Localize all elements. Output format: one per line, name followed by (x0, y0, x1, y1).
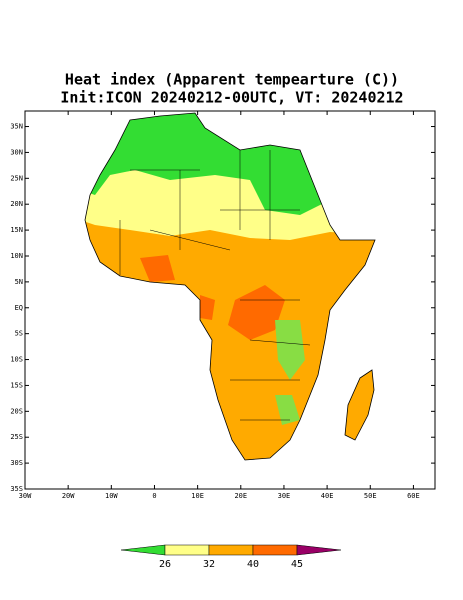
x-tick-label: 60E (407, 492, 420, 500)
colorbar-segment (252, 544, 298, 556)
y-tick-label: 35S (10, 485, 23, 493)
y-tick-label: 25N (10, 174, 23, 182)
y-tick-label: 25S (10, 433, 23, 441)
y-tick-label: 5N (15, 278, 23, 286)
y-tick-label: 20S (10, 407, 23, 415)
colorbar-segment (208, 544, 254, 556)
y-tick-label: 30N (10, 148, 23, 156)
colorbar-label: 26 (159, 559, 171, 570)
map-subtitle: Init:ICON 20240212-00UTC, VT: 20240212 (60, 89, 403, 107)
y-tick-label: 35N (10, 123, 23, 131)
x-tick-label: 50E (364, 492, 377, 500)
y-tick-label: 20N (10, 200, 23, 208)
colorbar-label: 32 (203, 559, 215, 570)
x-tick-label: 10E (191, 492, 204, 500)
colorbar-end (296, 544, 342, 556)
x-tick-label: 30E (278, 492, 291, 500)
x-tick-label: 0 (152, 492, 156, 500)
x-tick-label: 30W (19, 492, 32, 500)
region-40-45 (140, 255, 285, 340)
x-tick-label: 20E (234, 492, 247, 500)
y-tick-label: 30S (10, 459, 23, 467)
y-tick-label: 15N (10, 226, 23, 234)
madagascar (344, 369, 375, 441)
colorbar-label: 45 (291, 559, 303, 570)
region-highland (275, 320, 305, 425)
x-tick-label: 40E (321, 492, 334, 500)
y-tick-label: 10S (10, 356, 23, 364)
colorbar-label: 40 (247, 559, 259, 570)
x-tick-label: 10W (105, 492, 118, 500)
x-tick-label: 20W (62, 492, 75, 500)
colorbar-segment (164, 544, 210, 556)
y-tick-label: 10N (10, 252, 23, 260)
y-tick-label: EQ (15, 304, 23, 312)
colorbar: 26 32 40 45 (120, 544, 342, 570)
colorbar-end (120, 544, 166, 556)
map-title: Heat index (Apparent tempearture (C)) (65, 71, 399, 89)
y-tick-label: 15S (10, 381, 23, 389)
borders (119, 150, 311, 421)
y-tick-label: 5S (15, 330, 23, 338)
